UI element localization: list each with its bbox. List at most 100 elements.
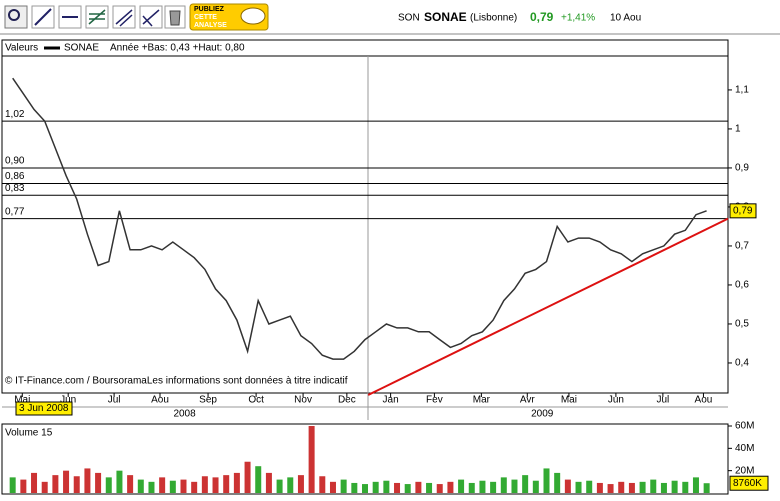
volume-bar bbox=[233, 472, 240, 493]
volume-title: Volume 15 bbox=[5, 428, 53, 439]
x-tick-label: Jun bbox=[60, 395, 76, 406]
volume-bar bbox=[127, 475, 134, 493]
x-tick-label: Oct bbox=[248, 395, 264, 406]
volume-bar bbox=[383, 480, 390, 493]
volume-bar bbox=[319, 476, 326, 493]
volume-bar bbox=[575, 481, 582, 493]
zoom-icon bbox=[8, 9, 20, 21]
volume-bar bbox=[41, 481, 48, 493]
speech-bubble bbox=[240, 7, 266, 25]
volume-bar bbox=[639, 481, 646, 493]
banner-line: PUBLIEZ bbox=[194, 6, 225, 13]
volume-bar bbox=[511, 479, 518, 493]
channel-icon bbox=[115, 9, 133, 27]
banner-line: CETTE bbox=[194, 14, 217, 21]
volume-bar bbox=[180, 479, 187, 493]
volume-bar bbox=[543, 468, 550, 493]
volume-bar bbox=[212, 477, 219, 493]
price-panel bbox=[1, 39, 729, 394]
volume-bar bbox=[105, 477, 112, 493]
y-tick-label: 0,6 bbox=[735, 280, 749, 291]
volume-bar bbox=[276, 479, 283, 493]
volume-bar bbox=[159, 477, 166, 493]
volume-bar bbox=[394, 482, 401, 493]
volume-bar bbox=[63, 470, 70, 493]
y-tick-label: 0,9 bbox=[735, 163, 749, 174]
subtitle: Année +Bas: 0,43 +Haut: 0,80 bbox=[110, 43, 245, 54]
banner-line: ANALYSE bbox=[194, 22, 227, 29]
volume-bar bbox=[554, 472, 561, 493]
volume-bar bbox=[490, 481, 497, 493]
quote-change: +1,41% bbox=[561, 13, 595, 24]
fibo-icon bbox=[88, 9, 106, 25]
volume-bar bbox=[95, 472, 102, 493]
cursor-label: 3 Jun 2008 bbox=[19, 403, 69, 414]
volume-bar bbox=[191, 481, 198, 493]
volume-bar bbox=[500, 477, 507, 493]
volume-bar bbox=[116, 470, 123, 493]
x-tick-label: Jul bbox=[656, 395, 669, 406]
volume-bar bbox=[682, 481, 689, 493]
year-label: 2009 bbox=[531, 409, 554, 420]
x-tick-label: Avr bbox=[520, 395, 535, 406]
last-value-label: 0,79 bbox=[733, 205, 753, 216]
quote-price: 0,79 bbox=[530, 10, 554, 24]
volume-bar bbox=[297, 475, 304, 493]
cursor-box bbox=[15, 401, 73, 416]
y-tick-label: 0,7 bbox=[735, 241, 749, 252]
volume-bar bbox=[618, 481, 625, 493]
volume-bar bbox=[329, 481, 336, 493]
y-tick-label: 1,1 bbox=[735, 85, 749, 96]
y-tick-label: 1 bbox=[735, 124, 741, 135]
volume-bar bbox=[351, 482, 358, 493]
volume-bar bbox=[20, 479, 27, 493]
volume-bar bbox=[436, 484, 443, 493]
volume-bar bbox=[265, 472, 272, 493]
y-tick-label: 40M bbox=[735, 443, 754, 454]
last-value-box bbox=[729, 475, 769, 491]
volume-bar bbox=[287, 477, 294, 493]
y-tick-label: 20M bbox=[735, 465, 754, 476]
level-label: 0,86 bbox=[5, 171, 25, 182]
x-tick-label: Mai bbox=[561, 395, 577, 406]
parallel-icon bbox=[142, 9, 160, 27]
line-icon bbox=[34, 8, 52, 26]
volume-bar bbox=[458, 479, 465, 493]
x-tick-label: Fev bbox=[426, 395, 443, 406]
zoom-tool[interactable] bbox=[4, 5, 28, 29]
volume-bar bbox=[148, 481, 155, 493]
x-tick-label: Jul bbox=[108, 395, 121, 406]
volume-bar bbox=[308, 426, 315, 493]
volume-bar bbox=[404, 484, 411, 493]
trendline bbox=[367, 217, 729, 396]
volume-bar bbox=[479, 480, 486, 493]
volume-bar bbox=[223, 475, 230, 493]
volume-bar bbox=[52, 475, 59, 493]
x-tick-label: Mai bbox=[14, 395, 30, 406]
volume-bar bbox=[137, 479, 144, 493]
volume-bar bbox=[628, 482, 635, 493]
volume-bar bbox=[426, 482, 433, 493]
quote-prefix: SON bbox=[398, 13, 420, 24]
volume-panel bbox=[1, 423, 729, 495]
x-tick-label: Aou bbox=[695, 395, 713, 406]
volume-bar bbox=[169, 480, 176, 493]
level-label: 1,02 bbox=[5, 109, 25, 120]
y-tick-label: 0,5 bbox=[735, 319, 749, 330]
x-tick-label: Nov bbox=[294, 395, 312, 406]
price-line bbox=[12, 77, 707, 360]
level-label: 0,83 bbox=[5, 183, 25, 194]
quote-name: SONAE bbox=[424, 10, 467, 24]
legend-entry: SONAE bbox=[64, 43, 99, 54]
volume-bar bbox=[9, 477, 16, 493]
volume-bar bbox=[596, 482, 603, 493]
volume-bar bbox=[340, 479, 347, 493]
level-label: 0,90 bbox=[5, 156, 25, 167]
volume-bar bbox=[671, 480, 678, 493]
x-tick-label: Aou bbox=[151, 395, 169, 406]
volume-bar bbox=[586, 480, 593, 493]
x-tick-label: Mar bbox=[473, 395, 491, 406]
last-value-box bbox=[729, 203, 757, 219]
